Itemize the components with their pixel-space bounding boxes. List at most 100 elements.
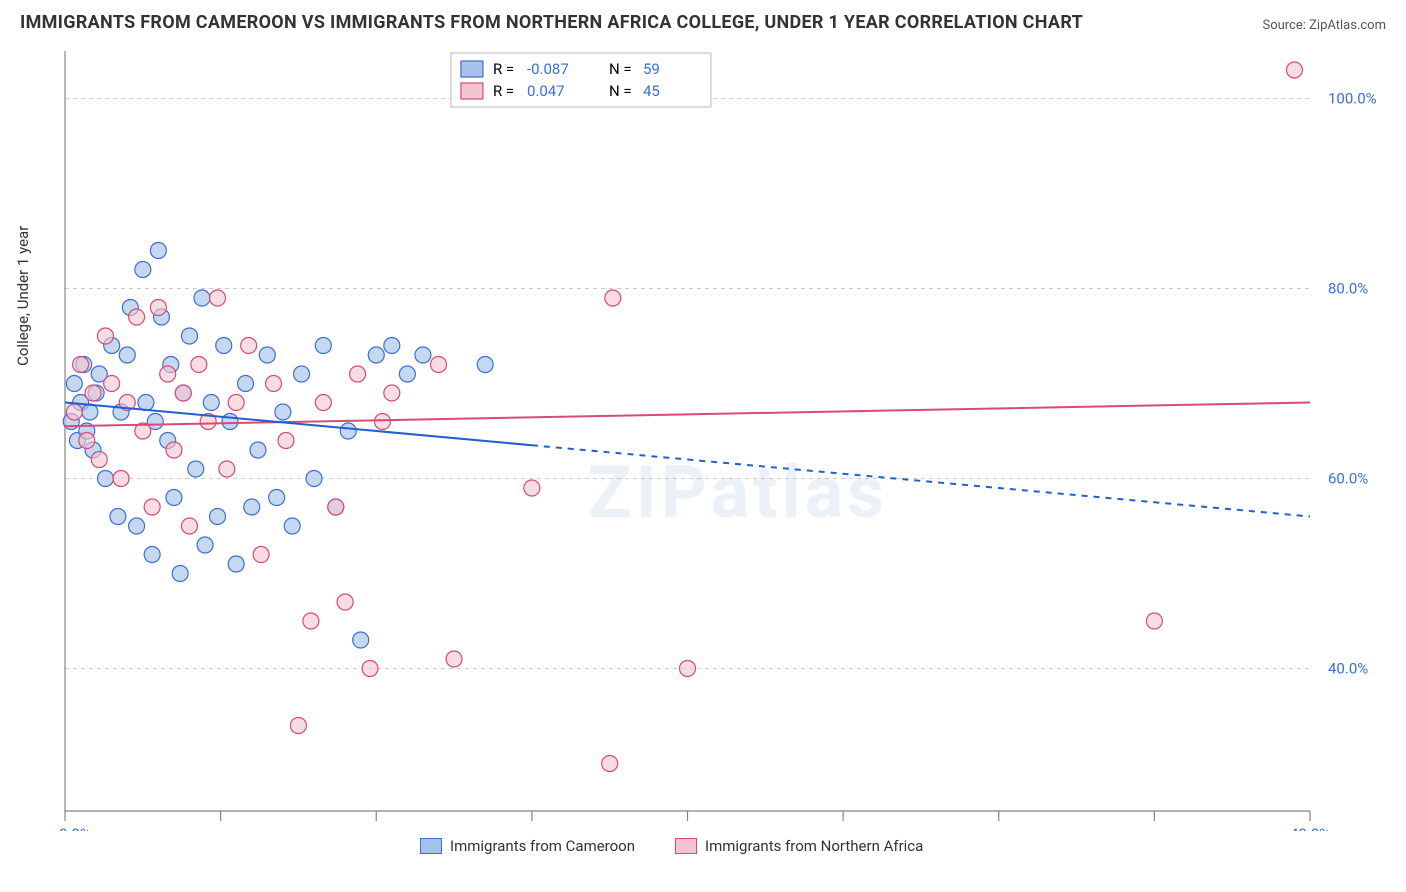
scatter-point xyxy=(150,300,166,316)
scatter-point xyxy=(119,347,135,363)
scatter-point xyxy=(73,357,89,373)
scatter-point xyxy=(129,518,145,534)
scatter-point xyxy=(524,480,540,496)
legend-r-label: R = xyxy=(493,60,514,78)
scatter-point xyxy=(188,461,204,477)
x-tick-label: 40.0% xyxy=(1290,825,1330,831)
scatter-point xyxy=(79,433,95,449)
scatter-point xyxy=(97,471,113,487)
scatter-point xyxy=(374,414,390,430)
scatter-point xyxy=(399,366,415,382)
scatter-point xyxy=(315,395,331,411)
scatter-point xyxy=(194,290,210,306)
scatter-point xyxy=(605,290,621,306)
scatter-point xyxy=(210,509,226,525)
scatter-point xyxy=(166,442,182,458)
scatter-point xyxy=(82,404,98,420)
scatter-point xyxy=(216,338,232,354)
scatter-point xyxy=(362,661,378,677)
scatter-point xyxy=(244,499,260,515)
scatter-point xyxy=(253,547,269,563)
bottom-legend-item: Immigrants from Northern Africa xyxy=(675,837,923,855)
scatter-point xyxy=(384,338,400,354)
scatter-point xyxy=(278,433,294,449)
scatter-point xyxy=(222,414,238,430)
scatter-point xyxy=(303,613,319,629)
legend-swatch xyxy=(420,838,442,854)
legend-r-label: R = xyxy=(493,82,514,100)
scatter-point xyxy=(113,471,129,487)
scatter-point xyxy=(66,376,82,392)
scatter-point xyxy=(210,290,226,306)
scatter-point xyxy=(1146,613,1162,629)
scatter-point xyxy=(166,490,182,506)
scatter-point xyxy=(284,518,300,534)
scatter-point xyxy=(129,309,145,325)
scatter-point xyxy=(203,395,219,411)
scatter-point xyxy=(1286,62,1302,78)
scatter-point xyxy=(415,347,431,363)
y-tick-label: 60.0% xyxy=(1328,470,1368,488)
scatter-point xyxy=(328,499,344,515)
legend-label: Immigrants from Cameroon xyxy=(450,837,635,855)
scatter-point xyxy=(353,632,369,648)
legend-swatch xyxy=(461,83,483,99)
scatter-point xyxy=(97,328,113,344)
scatter-point xyxy=(306,471,322,487)
source-label: Source: ZipAtlas.com xyxy=(1262,18,1386,33)
y-tick-label: 80.0% xyxy=(1328,280,1368,298)
scatter-point xyxy=(182,328,198,344)
scatter-point xyxy=(219,461,235,477)
y-tick-label: 100.0% xyxy=(1328,90,1377,108)
scatter-point xyxy=(337,594,353,610)
legend-swatch xyxy=(675,838,697,854)
scatter-point xyxy=(228,556,244,572)
scatter-point xyxy=(172,566,188,582)
scatter-point xyxy=(477,357,493,373)
x-tick-label: 0.0% xyxy=(59,825,91,831)
scatter-point xyxy=(228,395,244,411)
scatter-point xyxy=(602,756,618,772)
scatter-plot: 40.0% 60.0% 80.0% 100.0% 0.0% 40.0% R = -0.087 N… xyxy=(20,41,1386,831)
scatter-point xyxy=(135,262,151,278)
trend-line xyxy=(65,403,532,446)
scatter-point xyxy=(431,357,447,373)
scatter-point xyxy=(340,423,356,439)
scatter-point xyxy=(66,404,82,420)
scatter-point xyxy=(680,661,696,677)
scatter-point xyxy=(144,499,160,515)
scatter-point xyxy=(266,376,282,392)
legend-n-label: N = xyxy=(609,60,632,78)
scatter-point xyxy=(160,366,176,382)
scatter-point xyxy=(294,366,310,382)
scatter-point xyxy=(350,366,366,382)
scatter-point xyxy=(384,385,400,401)
bottom-legend-item: Immigrants from Cameroon xyxy=(420,837,635,855)
scatter-point xyxy=(104,376,120,392)
y-tick-label: 40.0% xyxy=(1328,660,1368,678)
scatter-point xyxy=(446,651,462,667)
legend-n-value: 45 xyxy=(643,82,660,100)
scatter-point xyxy=(197,537,213,553)
scatter-point xyxy=(315,338,331,354)
trend-line xyxy=(65,403,1310,427)
scatter-point xyxy=(275,404,291,420)
scatter-point xyxy=(150,243,166,259)
legend-label: Immigrants from Northern Africa xyxy=(705,837,923,855)
scatter-point xyxy=(191,357,207,373)
chart-title: IMMIGRANTS FROM CAMEROON VS IMMIGRANTS F… xyxy=(20,12,1083,33)
scatter-point xyxy=(250,442,266,458)
scatter-point xyxy=(290,718,306,734)
scatter-point xyxy=(238,376,254,392)
trend-line-dashed xyxy=(532,445,1310,516)
scatter-point xyxy=(269,490,285,506)
scatter-point xyxy=(110,509,126,525)
scatter-point xyxy=(259,347,275,363)
legend-r-value: 0.047 xyxy=(527,82,565,100)
scatter-point xyxy=(182,518,198,534)
scatter-point xyxy=(144,547,160,563)
legend-n-label: N = xyxy=(609,82,632,100)
scatter-point xyxy=(85,385,101,401)
scatter-point xyxy=(138,395,154,411)
legend-r-value: -0.087 xyxy=(527,60,569,78)
